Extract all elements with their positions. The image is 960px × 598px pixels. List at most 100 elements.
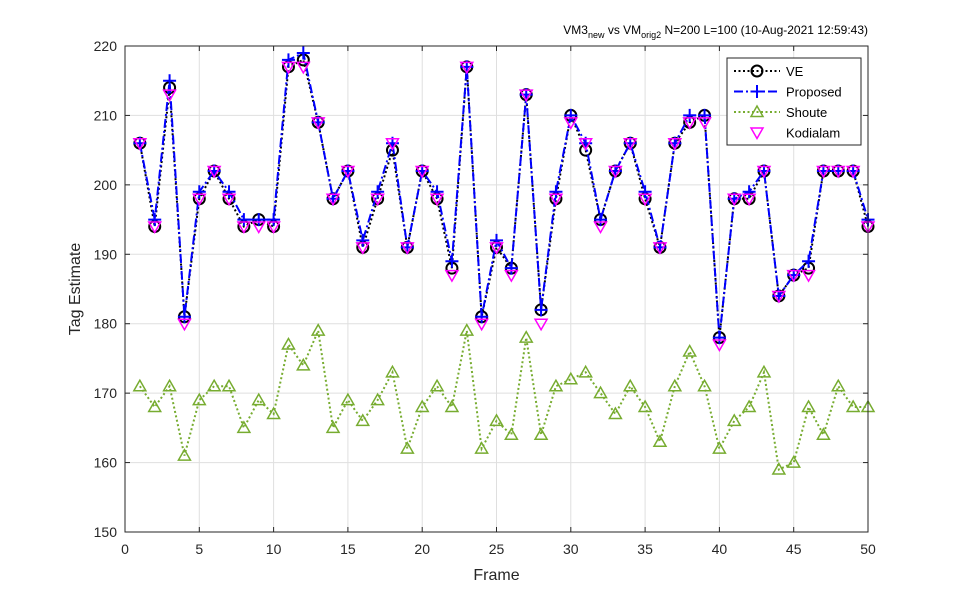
data-point-kodialam: [608, 165, 623, 179]
legend-label-kodialam: Kodialam: [786, 126, 840, 141]
data-point-proposed: [222, 185, 236, 199]
data-point-kodialam: [652, 242, 668, 255]
data-point-shoute: [637, 399, 653, 413]
data-point-shoute: [741, 399, 757, 413]
data-point-shoute: [310, 323, 326, 336]
data-point-shoute: [563, 371, 579, 385]
data-point-shoute: [147, 399, 163, 413]
title-part-3: N=200 L=100 (10-Aug-2021 12:59:43): [661, 23, 868, 37]
data-point-proposed: [712, 331, 726, 345]
data-point-kodialam: [786, 269, 801, 283]
axis-ticks: 0 5 10 15 20 25 30 35 40 45 50 150 160 170 180 190 200 21…: [94, 38, 876, 557]
legend-marker-ve: [750, 64, 764, 78]
data-point-proposed: [638, 185, 652, 199]
x-tick-label: 5: [195, 541, 203, 557]
data-point-shoute: [459, 323, 475, 336]
data-point-shoute: [236, 420, 252, 434]
x-tick-label: 50: [860, 541, 876, 557]
data-point-kodialam: [340, 165, 356, 179]
data-point-shoute: [830, 378, 846, 392]
x-tick-label: 40: [712, 541, 728, 557]
data-point-shoute: [266, 406, 281, 420]
data-point-shoute: [622, 378, 638, 392]
data-point-shoute: [474, 441, 489, 454]
legend-marker-kodialam: [749, 127, 765, 141]
data-point-kodialam: [801, 269, 816, 283]
data-point-shoute: [340, 392, 356, 406]
data-point-shoute: [400, 441, 415, 454]
data-point-proposed: [296, 46, 310, 60]
data-point-shoute: [385, 364, 400, 378]
data-point-proposed: [490, 233, 503, 247]
title-sub-2: orig2: [641, 30, 661, 40]
data-point-kodialam: [741, 193, 757, 207]
data-point-proposed: [192, 185, 206, 199]
data-point-shoute: [206, 378, 222, 392]
data-point-shoute: [578, 364, 593, 378]
legend-box: [726, 57, 862, 146]
data-point-shoute: [816, 427, 831, 441]
data-point-kodialam: [489, 242, 504, 255]
y-tick-label: 180: [94, 316, 118, 332]
data-point-shoute: [132, 378, 148, 392]
data-point-proposed: [564, 108, 578, 122]
data-point-kodialam: [830, 165, 846, 179]
data-point-shoute: [325, 420, 341, 434]
data-point-shoute: [667, 378, 683, 392]
data-point-kodialam: [414, 165, 430, 179]
data-point-proposed: [504, 261, 518, 275]
data-point-shoute: [221, 378, 237, 392]
data-point-kodialam: [251, 221, 267, 235]
data-point-proposed: [683, 108, 697, 122]
data-point-kodialam: [147, 221, 163, 235]
data-point-shoute: [444, 399, 460, 413]
data-point-proposed: [445, 254, 459, 268]
data-point-proposed: [371, 185, 385, 199]
legend-item-proposed: Proposed: [734, 85, 842, 100]
data-point-kodialam: [563, 117, 579, 130]
data-point-proposed: [549, 185, 563, 199]
data-point-proposed: [534, 303, 548, 317]
data-point-proposed: [430, 185, 444, 199]
data-point-kodialam: [162, 89, 177, 103]
data-point-kodialam: [667, 137, 683, 151]
data-point-shoute: [429, 378, 445, 392]
data-point-kodialam: [756, 165, 772, 179]
x-tick-label: 0: [121, 541, 129, 557]
legend-item-shoute: Shoute: [734, 104, 827, 120]
data-point-kodialam: [400, 242, 415, 255]
data-point-kodialam: [682, 117, 697, 130]
data-point-shoute: [162, 378, 177, 392]
data-point-kodialam: [236, 221, 252, 235]
data-point-shoute: [414, 399, 430, 413]
data-point-proposed: [594, 213, 608, 227]
data-point-shoute: [296, 357, 311, 371]
data-point-kodialam: [726, 193, 742, 207]
legend: VE Proposed Shoute Kodialam: [726, 57, 862, 146]
y-tick-label: 170: [94, 385, 118, 401]
y-tick-label: 150: [94, 524, 118, 540]
plot-frame: [124, 45, 869, 533]
data-point-proposed: [698, 108, 712, 122]
data-point-kodialam: [518, 89, 534, 103]
data-point-kodialam: [459, 61, 475, 75]
data-point-shoute: [771, 462, 787, 475]
data-point-kodialam: [296, 61, 311, 75]
data-point-proposed: [475, 310, 489, 324]
data-point-shoute: [355, 413, 371, 427]
data-point-kodialam: [548, 193, 564, 207]
x-tick-label: 35: [637, 541, 653, 557]
data-point-proposed: [742, 185, 756, 199]
x-tick-label: 15: [340, 541, 356, 557]
data-point-kodialam: [177, 318, 192, 332]
data-point-kodialam: [444, 269, 460, 283]
data-point-kodialam: [771, 290, 787, 304]
y-tick-label: 210: [94, 107, 118, 123]
data-point-kodialam: [578, 137, 593, 151]
legend-item-ve: VE: [734, 64, 804, 79]
data-point-kodialam: [697, 117, 712, 130]
data-point-shoute: [370, 392, 385, 406]
data-point-kodialam: [712, 339, 727, 353]
data-point-kodialam: [192, 193, 207, 207]
